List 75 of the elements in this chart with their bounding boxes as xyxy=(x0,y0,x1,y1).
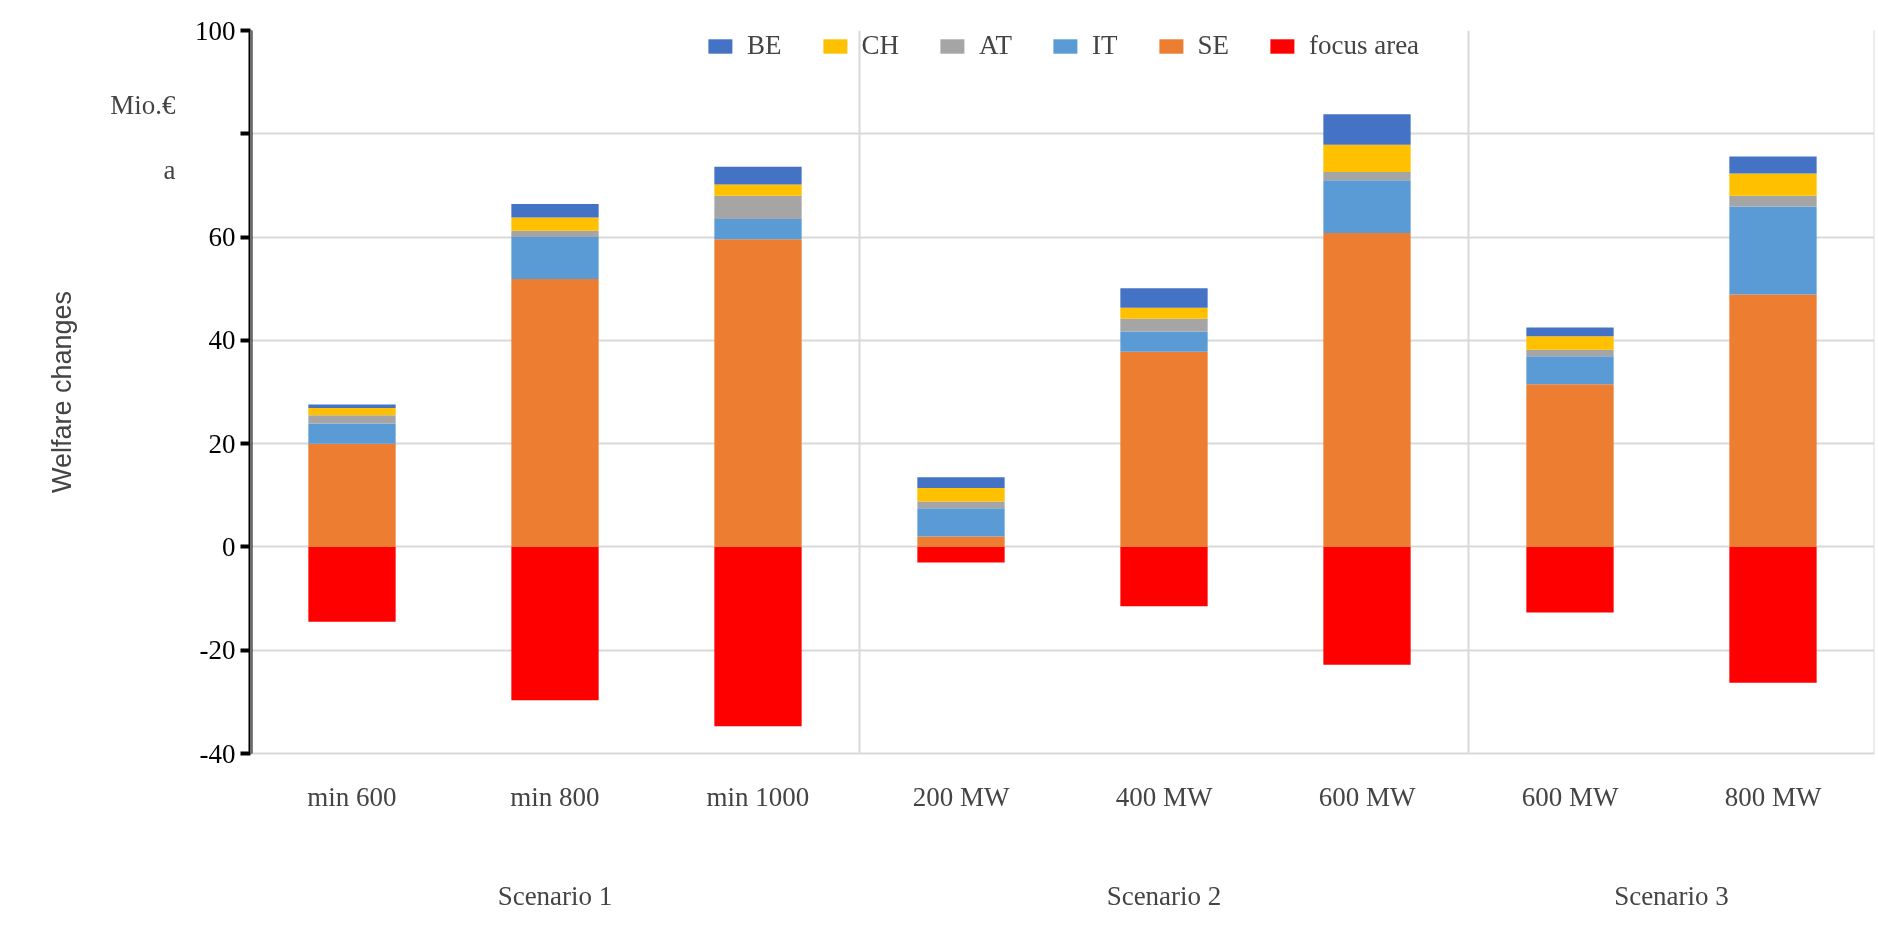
bar xyxy=(917,546,1005,563)
x-tick-label: min 1000 xyxy=(706,781,810,812)
y-tick-label: 100 xyxy=(195,15,236,46)
bar xyxy=(714,184,802,196)
text: a xyxy=(163,155,176,186)
legend-label: IT xyxy=(1091,30,1118,61)
y-tick-label: -20 xyxy=(199,635,236,666)
bar xyxy=(1323,232,1411,547)
x-tick-label: min 600 xyxy=(307,781,397,812)
x-tick-label: 200 MW xyxy=(912,781,1010,812)
y-axis-title: Welfare changes xyxy=(47,290,78,494)
bar xyxy=(1120,288,1208,308)
legend-label: CH xyxy=(861,30,899,61)
bar xyxy=(1729,546,1817,683)
y-tick-label: 40 xyxy=(208,325,236,356)
bar xyxy=(1120,318,1208,332)
bar xyxy=(714,219,802,240)
bar xyxy=(714,239,802,547)
bar xyxy=(1729,156,1817,174)
x-tick-label: 800 MW xyxy=(1724,781,1822,812)
y-tick-label: 60 xyxy=(208,222,236,253)
bar xyxy=(308,546,396,622)
bar xyxy=(917,508,1005,537)
text: Scenario 1 xyxy=(497,880,613,911)
legend-label: focus area xyxy=(1308,30,1420,61)
bar xyxy=(1323,546,1411,665)
bar xyxy=(1526,384,1614,547)
bar xyxy=(1526,336,1614,350)
y-tick-label: 0 xyxy=(222,531,236,562)
y-tick-label: 20 xyxy=(208,428,236,459)
bar xyxy=(917,488,1005,502)
bar xyxy=(917,536,1005,547)
bar xyxy=(1729,173,1817,196)
bar xyxy=(1526,349,1614,357)
bar xyxy=(1729,206,1817,295)
bar xyxy=(1323,144,1411,172)
bar xyxy=(1526,546,1614,613)
bar xyxy=(308,415,396,424)
bar xyxy=(714,546,802,727)
text: Mio.€ xyxy=(110,90,176,121)
bar xyxy=(1120,307,1208,319)
bar xyxy=(714,195,802,219)
y-tick-label: -40 xyxy=(199,738,236,769)
bar xyxy=(1323,180,1411,233)
bar xyxy=(1526,356,1614,385)
x-tick-label: 600 MW xyxy=(1521,781,1619,812)
bar xyxy=(1729,294,1817,547)
legend-label: AT xyxy=(978,30,1012,61)
bar xyxy=(1120,331,1208,352)
bar xyxy=(511,546,599,701)
text: Scenario 3 xyxy=(1614,880,1729,911)
bar xyxy=(308,423,396,444)
bar xyxy=(308,408,396,416)
bar xyxy=(511,278,599,547)
x-tick-label: 600 MW xyxy=(1318,781,1416,812)
x-tick-label: 400 MW xyxy=(1115,781,1213,812)
text: Scenario 2 xyxy=(1106,880,1222,911)
legend-label: SE xyxy=(1197,30,1229,61)
bar xyxy=(917,501,1005,509)
bar xyxy=(917,477,1005,489)
bar xyxy=(511,237,599,279)
x-tick-label: min 800 xyxy=(510,781,600,812)
bar xyxy=(1323,114,1411,145)
bar xyxy=(714,166,802,185)
bar xyxy=(308,443,396,547)
bar xyxy=(1120,546,1208,607)
bar xyxy=(1526,327,1614,337)
bar xyxy=(1323,172,1411,181)
bar xyxy=(1120,351,1208,547)
legend-label: BE xyxy=(746,30,782,61)
bar xyxy=(511,230,599,238)
bar xyxy=(308,404,396,409)
bar xyxy=(511,204,599,218)
bar xyxy=(511,217,599,231)
bar xyxy=(1729,195,1817,207)
